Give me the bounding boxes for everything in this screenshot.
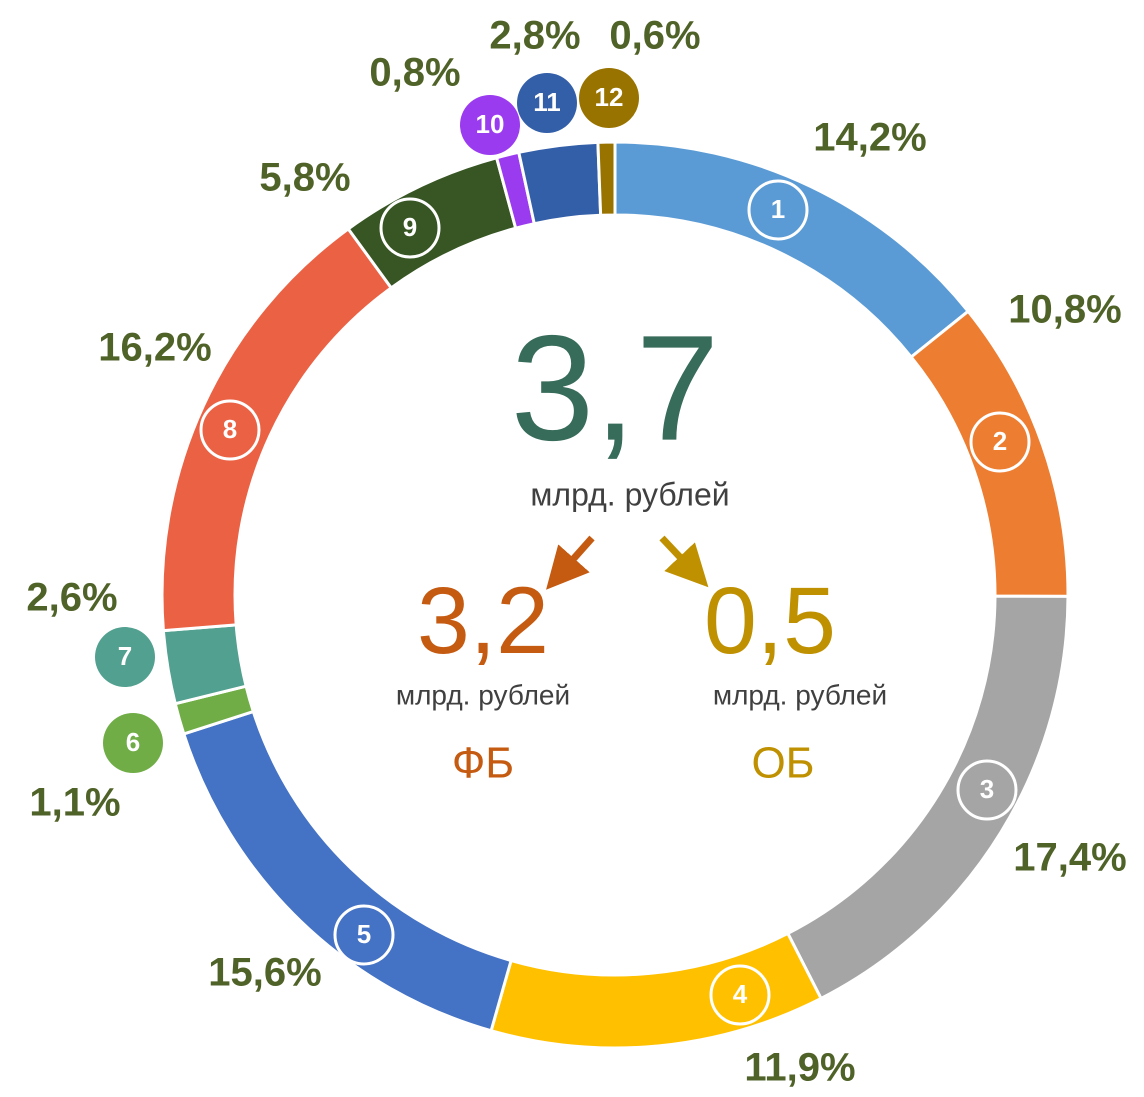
value-label: 2,6% <box>26 576 117 620</box>
value-label: 15,6% <box>208 951 321 995</box>
segment-badge <box>747 179 809 241</box>
segment-badge <box>969 411 1031 473</box>
segment-badge <box>460 95 520 155</box>
segment-number: 9 <box>403 212 417 242</box>
donut-segment <box>489 931 824 1050</box>
arrow <box>546 535 595 590</box>
value-label: 1,1% <box>29 781 120 825</box>
value-label: 17,4% <box>1013 836 1126 880</box>
value-label: 16,2% <box>98 326 211 370</box>
value-label: 14,2% <box>813 116 926 160</box>
part-unit: млрд. рублей <box>396 679 570 710</box>
segment-number: 5 <box>357 919 371 949</box>
part-unit: млрд. рублей <box>713 679 887 710</box>
value-label: 10,8% <box>1008 288 1121 332</box>
part-value: 0,5 <box>704 568 836 674</box>
segment-badge <box>333 904 395 966</box>
value-label: 11,9% <box>744 1046 855 1090</box>
segment-number: 6 <box>126 727 140 757</box>
value-label: 2,8% <box>489 14 580 58</box>
value-label: 5,8% <box>259 156 350 200</box>
value-label: 0,6% <box>609 14 700 58</box>
donut-segment <box>516 140 603 226</box>
segment-number: 10 <box>476 109 505 139</box>
segment-number: 7 <box>118 641 132 671</box>
segment-badge <box>709 964 771 1026</box>
total-unit: млрд. рублей <box>530 476 729 512</box>
total-value: 3,7 <box>511 304 720 472</box>
segment-badge <box>956 759 1018 821</box>
segment-number: 2 <box>993 426 1007 456</box>
segment-badge <box>95 627 155 687</box>
segment-number: 8 <box>223 414 237 444</box>
part-name: ФБ <box>452 739 514 788</box>
segment-badge <box>517 73 577 133</box>
segment-number: 4 <box>733 979 748 1009</box>
segment-number: 3 <box>980 774 994 804</box>
segment-badge <box>199 399 261 461</box>
donut-segment <box>596 140 617 217</box>
value-label: 0,8% <box>369 51 460 95</box>
segment-badge <box>379 197 441 259</box>
segment-badge <box>103 713 163 773</box>
segment-badge <box>579 68 639 128</box>
segment-number: 12 <box>595 82 624 112</box>
donut-segment <box>160 226 394 633</box>
arrow <box>659 535 709 588</box>
part-value: 3,2 <box>417 568 549 674</box>
segment-number: 11 <box>533 87 561 117</box>
part-name: ОБ <box>751 739 814 788</box>
segment-number: 1 <box>771 194 785 224</box>
